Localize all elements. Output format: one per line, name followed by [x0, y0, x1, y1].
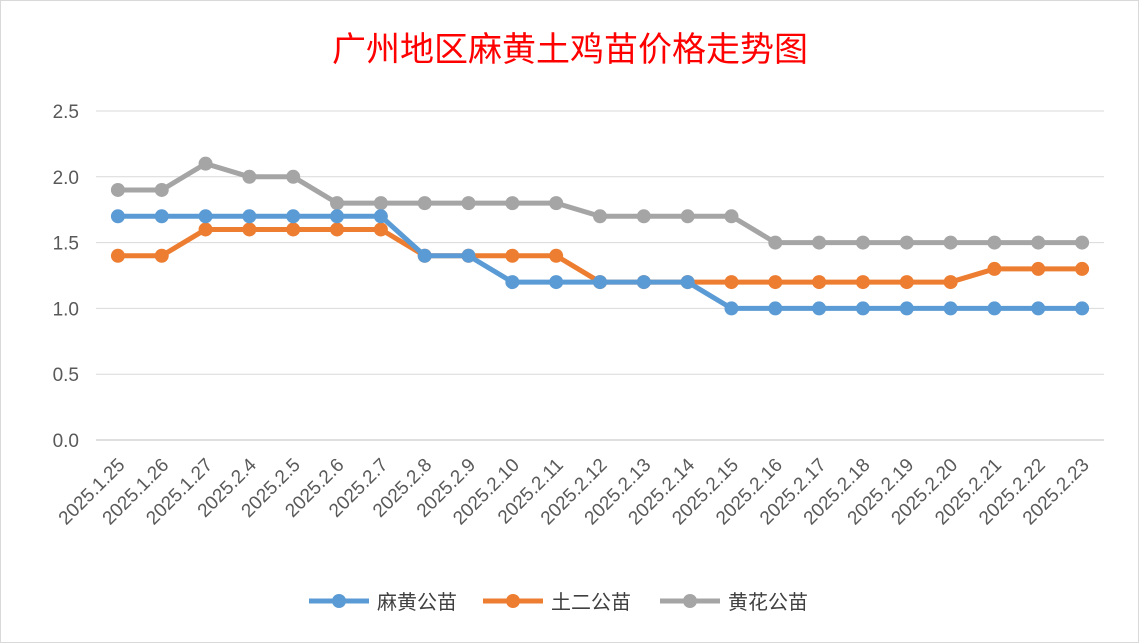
- data-point: [505, 248, 520, 263]
- legend-item: 黄花公苗: [660, 590, 808, 614]
- data-point: [198, 222, 213, 237]
- data-point: [198, 209, 213, 224]
- data-point: [417, 196, 432, 211]
- data-point: [154, 182, 169, 197]
- data-point: [461, 196, 476, 211]
- x-axis-ticks: 2025.1.252025.1.262025.1.272025.2.42025.…: [55, 454, 1094, 529]
- data-point: [330, 222, 345, 237]
- data-point: [1031, 235, 1046, 250]
- data-point: [987, 301, 1002, 316]
- data-point: [110, 182, 125, 197]
- data-point: [505, 196, 520, 211]
- data-point: [461, 248, 476, 263]
- y-tick-label: 0.5: [53, 365, 79, 386]
- data-point: [1075, 261, 1090, 276]
- legend-marker: [506, 594, 520, 608]
- data-point: [855, 235, 870, 250]
- series-1: [110, 209, 1090, 316]
- data-point: [855, 275, 870, 290]
- data-point: [724, 209, 739, 224]
- legend: 麻黄公苗 土二公苗 黄花公苗: [309, 590, 808, 614]
- data-point: [812, 235, 827, 250]
- data-point: [636, 209, 651, 224]
- data-point: [242, 222, 257, 237]
- data-point: [943, 235, 958, 250]
- data-point: [242, 209, 257, 224]
- data-point: [1031, 261, 1046, 276]
- data-point: [899, 235, 914, 250]
- data-point: [154, 209, 169, 224]
- y-axis-ticks: 0.0 0.5 1.0 1.5 2.0 2.5: [53, 102, 79, 452]
- data-point: [855, 301, 870, 316]
- data-point: [1031, 301, 1046, 316]
- data-point: [1075, 301, 1090, 316]
- series-3: [110, 156, 1090, 250]
- data-point: [768, 275, 783, 290]
- data-point: [286, 169, 301, 184]
- legend-label: 麻黄公苗: [377, 590, 457, 614]
- legend-marker: [683, 594, 697, 608]
- data-point: [768, 301, 783, 316]
- data-point: [812, 275, 827, 290]
- data-point: [943, 301, 958, 316]
- data-point: [987, 261, 1002, 276]
- data-point: [373, 196, 388, 211]
- data-point: [768, 235, 783, 250]
- series-lines: [110, 156, 1090, 316]
- data-point: [1075, 235, 1090, 250]
- legend-item: 麻黄公苗: [309, 590, 457, 614]
- data-point: [110, 209, 125, 224]
- data-point: [242, 169, 257, 184]
- data-point: [505, 275, 520, 290]
- data-point: [724, 301, 739, 316]
- data-point: [549, 248, 564, 263]
- data-point: [593, 275, 607, 290]
- data-point: [593, 209, 607, 224]
- y-tick-label: 0.0: [53, 431, 79, 452]
- data-point: [680, 275, 695, 290]
- data-point: [373, 209, 388, 224]
- y-tick-label: 2.0: [53, 168, 79, 189]
- data-point: [286, 209, 301, 224]
- data-point: [724, 275, 739, 290]
- data-point: [417, 248, 432, 263]
- y-tick-label: 2.5: [53, 102, 79, 123]
- legend-label: 土二公苗: [551, 590, 631, 614]
- data-point: [899, 275, 914, 290]
- legend-label: 黄花公苗: [728, 590, 808, 614]
- legend-marker: [332, 594, 346, 608]
- series-line: [115, 226, 1085, 285]
- data-point: [812, 301, 827, 316]
- chart-title: 广州地区麻黄土鸡苗价格走势图: [332, 30, 808, 70]
- data-point: [110, 248, 125, 263]
- data-point: [330, 196, 345, 211]
- data-point: [899, 301, 914, 316]
- y-tick-label: 1.5: [53, 234, 79, 255]
- data-point: [154, 248, 169, 263]
- data-point: [330, 209, 345, 224]
- y-tick-label: 1.0: [53, 299, 79, 320]
- data-point: [286, 222, 301, 237]
- data-point: [549, 275, 564, 290]
- data-point: [198, 156, 213, 171]
- data-point: [636, 275, 651, 290]
- legend-item: 土二公苗: [483, 590, 631, 614]
- data-point: [680, 209, 695, 224]
- data-point: [987, 235, 1002, 250]
- data-point: [549, 196, 564, 211]
- data-point: [373, 222, 388, 237]
- data-point: [943, 275, 958, 290]
